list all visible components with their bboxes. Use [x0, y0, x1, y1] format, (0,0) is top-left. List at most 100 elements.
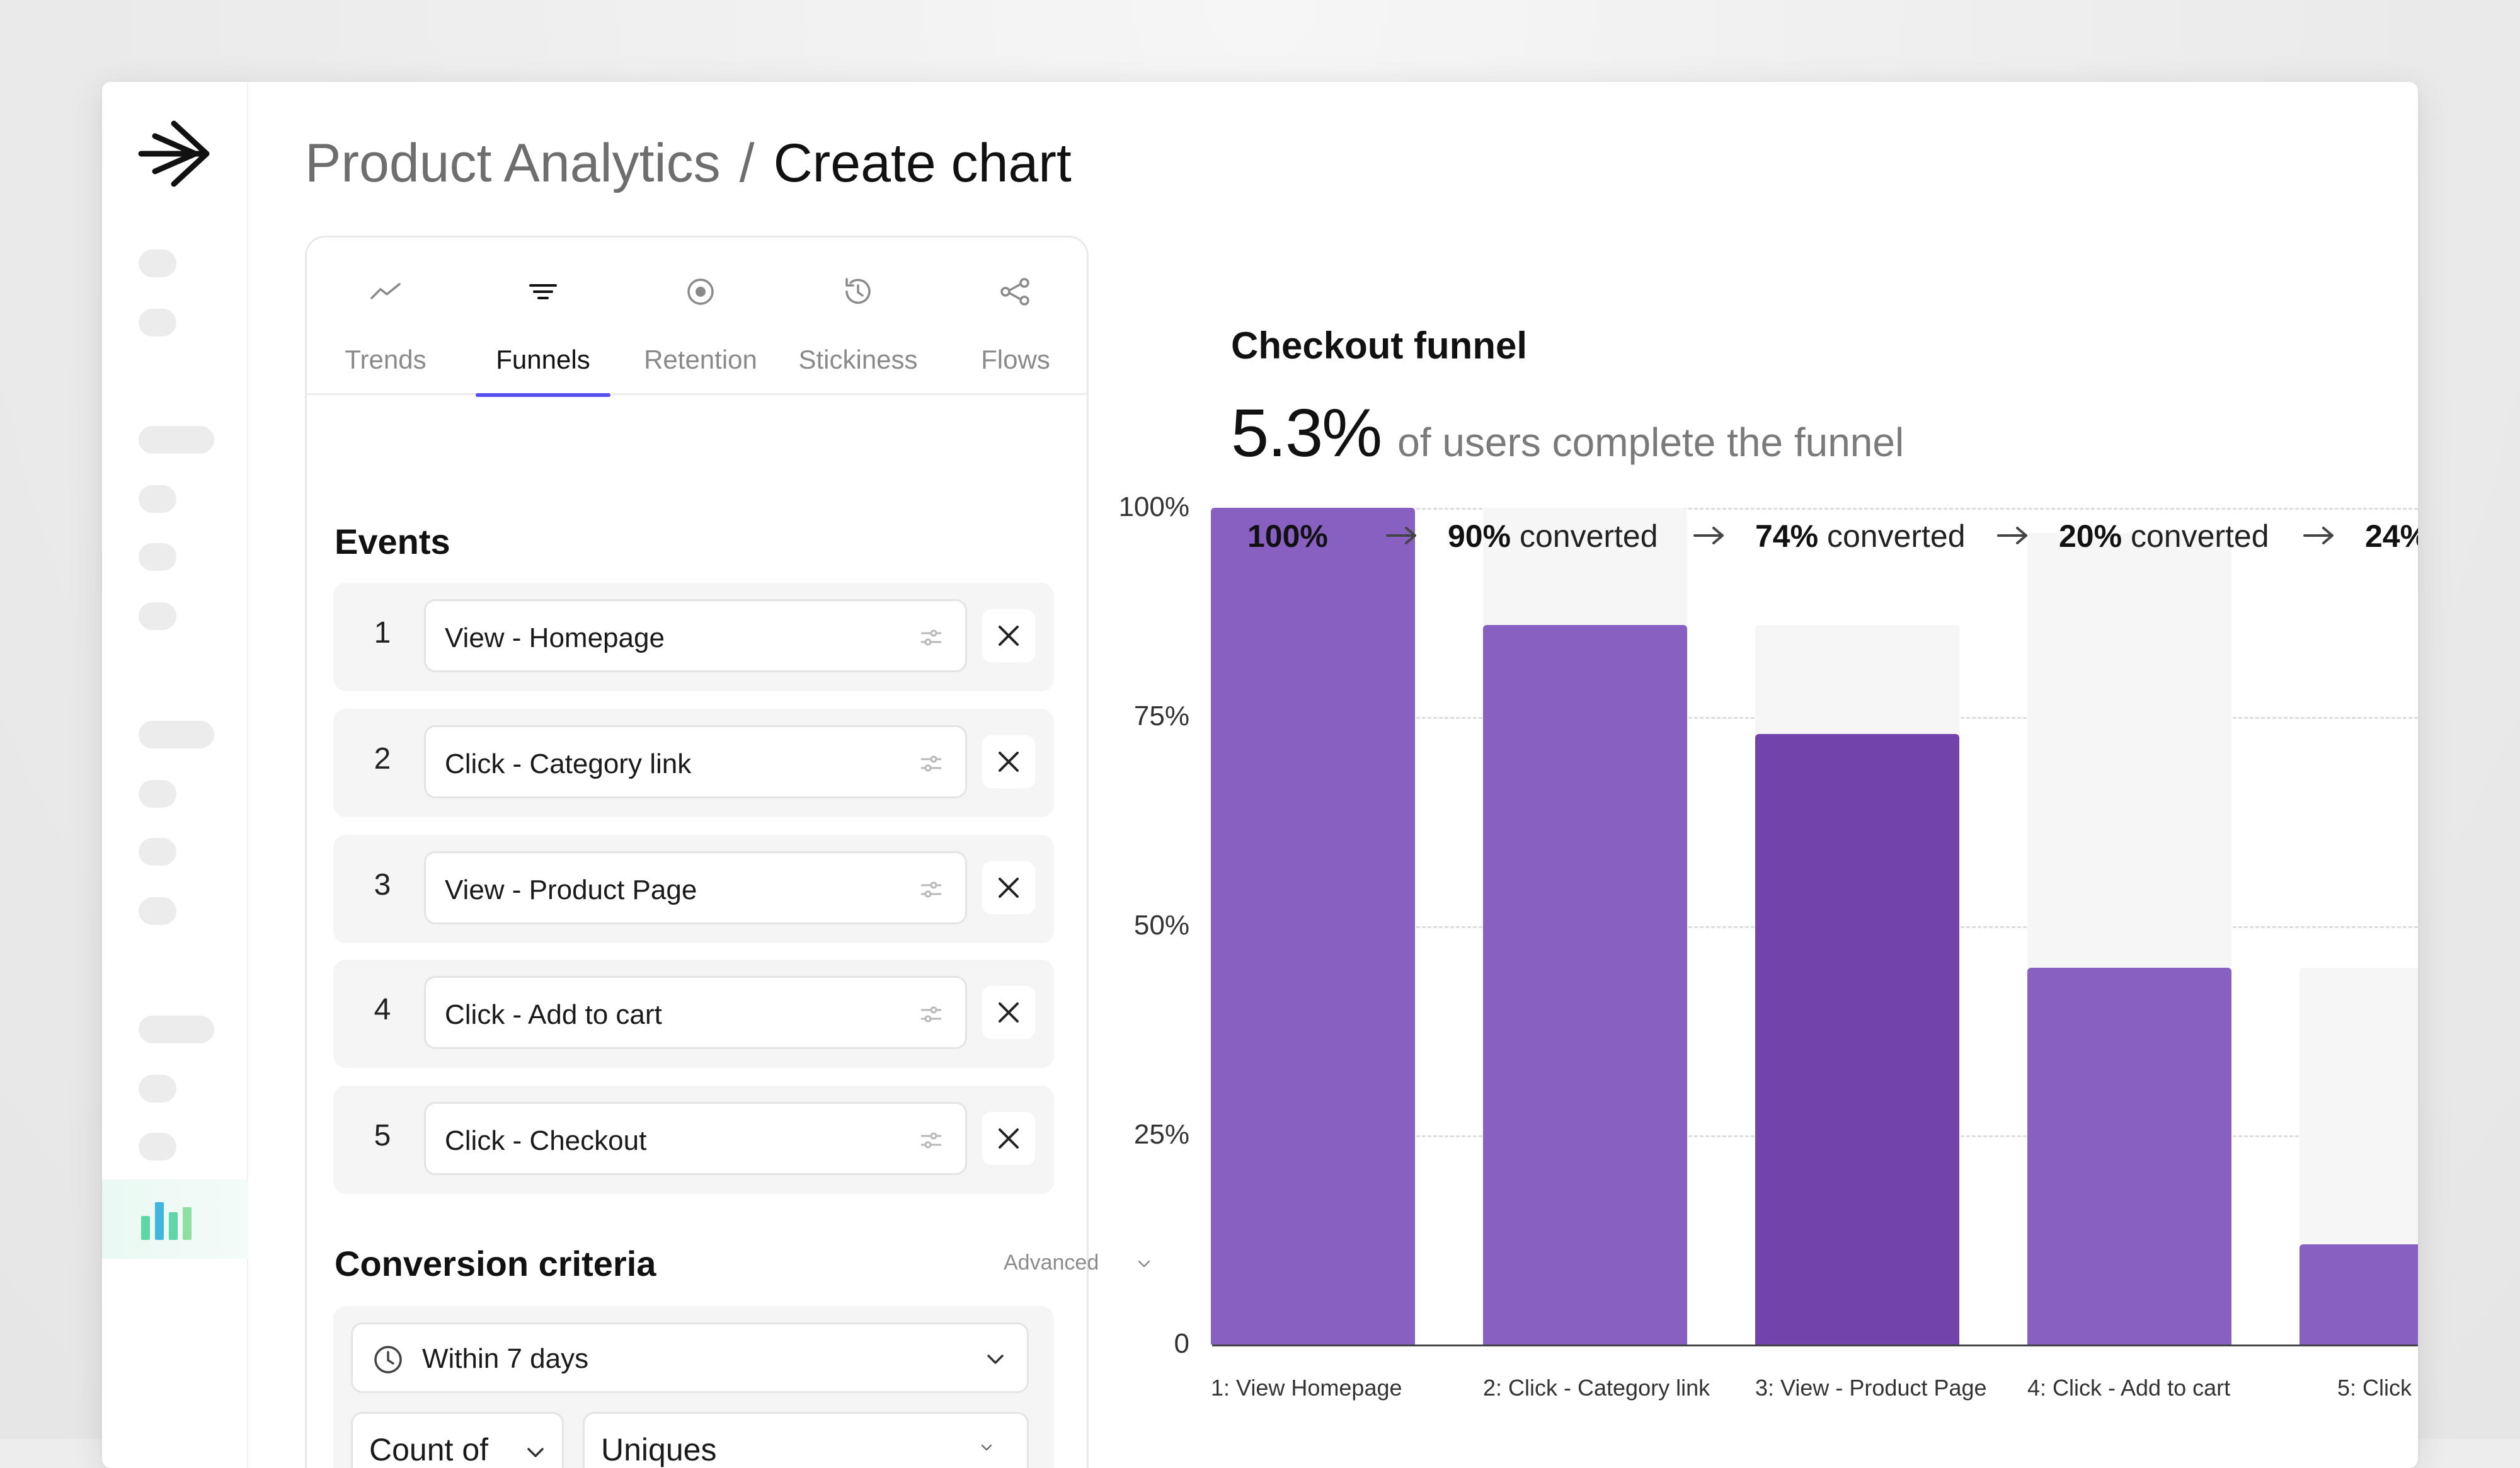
tab-flows[interactable]: Flows [937, 238, 1094, 395]
chevron-down-icon [981, 1444, 992, 1451]
filter-settings-icon[interactable] [919, 1128, 944, 1153]
remove-event-button[interactable] [982, 986, 1035, 1039]
step-conversion-percent: 20% [2059, 519, 2122, 554]
event-name: View - Homepage [445, 622, 665, 653]
sidebar-item[interactable] [139, 838, 176, 866]
filter-settings-icon[interactable] [919, 625, 944, 650]
filter-settings-icon[interactable] [919, 877, 944, 902]
sidebar-item[interactable] [139, 543, 176, 571]
event-selector[interactable]: View - Product Page [424, 851, 967, 924]
event-row: 2 Click - Category link [333, 709, 1054, 817]
arrow-right-icon [1386, 527, 1416, 544]
remove-event-button[interactable] [982, 609, 1035, 662]
remove-event-button[interactable] [982, 735, 1035, 788]
trend-line-icon [370, 283, 401, 299]
x-tick-label: 4: Click - Add to cart [2027, 1375, 2231, 1401]
chart-config-panel: Trends Funnels Retention Stickiness Flow… [305, 236, 1150, 1468]
remove-event-button[interactable] [982, 1112, 1035, 1165]
x-axis-baseline [1212, 1345, 2418, 1346]
event-selector[interactable]: Click - Category link [424, 725, 967, 798]
arrow-right-icon [2303, 527, 2334, 544]
funnel-step-bar[interactable] [1211, 508, 1415, 1345]
event-number: 2 [374, 742, 391, 776]
close-icon [999, 626, 1019, 646]
events-heading: Events [335, 522, 450, 561]
sidebar-item[interactable] [139, 249, 176, 277]
retention-icon [687, 278, 714, 305]
sidebar-item[interactable] [139, 1133, 176, 1161]
y-tick-label: 75% [1133, 701, 1189, 731]
x-tick-label: 5: Click [2337, 1375, 2412, 1401]
filter-settings-icon[interactable] [919, 751, 944, 776]
tab-trends[interactable]: Trends [307, 238, 464, 395]
close-icon [999, 1128, 1019, 1149]
tab-label: Flows [981, 345, 1050, 374]
sidebar-item[interactable] [139, 602, 176, 630]
event-selector[interactable]: View - Homepage [424, 599, 967, 672]
breadcrumb-parent[interactable]: Product Analytics [305, 133, 721, 193]
chevron-down-icon [527, 1448, 544, 1457]
event-row: 4 Click - Add to cart [333, 960, 1054, 1068]
funnel-step-bar[interactable] [2027, 968, 2231, 1345]
event-number: 1 [374, 616, 391, 650]
remove-event-button[interactable] [982, 861, 1035, 914]
event-name: Click - Category link [445, 748, 692, 779]
event-selector[interactable]: Click - Add to cart [424, 976, 967, 1049]
app-logo-icon[interactable] [136, 115, 214, 193]
event-number: 5 [374, 1119, 391, 1152]
tab-stickiness[interactable]: Stickiness [779, 238, 937, 395]
funnel-step-bar[interactable] [2300, 1244, 2418, 1345]
tab-funnels[interactable]: Funnels [464, 238, 622, 397]
y-tick-label: 0 [1174, 1328, 1189, 1359]
x-tick-label: 2: Click - Category link [1483, 1375, 1710, 1401]
event-number: 3 [374, 868, 391, 902]
advanced-toggle[interactable]: Advanced [1004, 1251, 1150, 1275]
conversion-criteria-heading: Conversion criteria [335, 1244, 656, 1283]
sidebar [102, 82, 248, 1468]
conversion-window-select[interactable]: Within 7 days [351, 1322, 1029, 1393]
sidebar-item[interactable] [139, 1016, 214, 1043]
filter-settings-icon[interactable] [919, 1002, 944, 1027]
event-row: 1 View - Homepage [333, 583, 1054, 691]
event-number: 4 [374, 993, 391, 1026]
sidebar-item[interactable] [139, 309, 176, 336]
step-conversion-text: converted [2122, 519, 2269, 554]
event-selector[interactable]: Click - Checkout [424, 1102, 967, 1175]
uniques-value: Uniques [601, 1432, 717, 1467]
step-conversion-text: converted [1511, 519, 1658, 554]
x-tick-label: 1: View Homepage [1211, 1375, 1402, 1401]
chevron-down-icon [987, 1355, 1004, 1364]
sidebar-item[interactable] [139, 485, 176, 513]
step-conversion-label: 74% converted [1755, 518, 1966, 554]
close-icon [999, 752, 1019, 772]
tab-retention[interactable]: Retention [622, 238, 779, 395]
tab-label: Stickiness [798, 345, 918, 374]
chart-title: Checkout funnel [1231, 324, 1528, 367]
advanced-label: Advanced [1004, 1251, 1099, 1275]
event-row: 5 Click - Checkout [333, 1086, 1054, 1194]
step-conversion-percent: 24% [2365, 519, 2418, 554]
sidebar-item-product-analytics[interactable] [102, 1179, 248, 1259]
breadcrumb: Product Analytics / Create chart [305, 129, 1072, 198]
event-name: Click - Checkout [445, 1125, 647, 1156]
step-conversion-text: converted [1818, 519, 1966, 554]
history-icon [845, 278, 871, 304]
step-conversion-percent: 74% [1755, 519, 1819, 554]
count-of-select[interactable]: Count of [351, 1412, 564, 1468]
sidebar-item[interactable] [139, 426, 214, 454]
page-title: Create chart [773, 133, 1072, 193]
step-conversion-percent: 90% [1448, 519, 1511, 554]
sidebar-item[interactable] [139, 721, 214, 748]
sidebar-item[interactable] [139, 897, 176, 925]
funnel-icon [529, 284, 557, 299]
sidebar-item[interactable] [139, 1075, 176, 1103]
uniques-select[interactable]: Uniques [583, 1412, 1029, 1468]
funnel-step-bar[interactable] [1755, 733, 1959, 1345]
conversion-criteria-box: Within 7 days Count of Uniques [333, 1306, 1054, 1468]
step-conversion-label: 90% converted [1448, 518, 1658, 554]
clock-icon [374, 1346, 402, 1373]
funnel-step-bar[interactable] [1483, 624, 1687, 1345]
y-tick-label: 50% [1133, 910, 1189, 941]
sidebar-item[interactable] [139, 780, 176, 808]
close-icon [999, 878, 1019, 898]
